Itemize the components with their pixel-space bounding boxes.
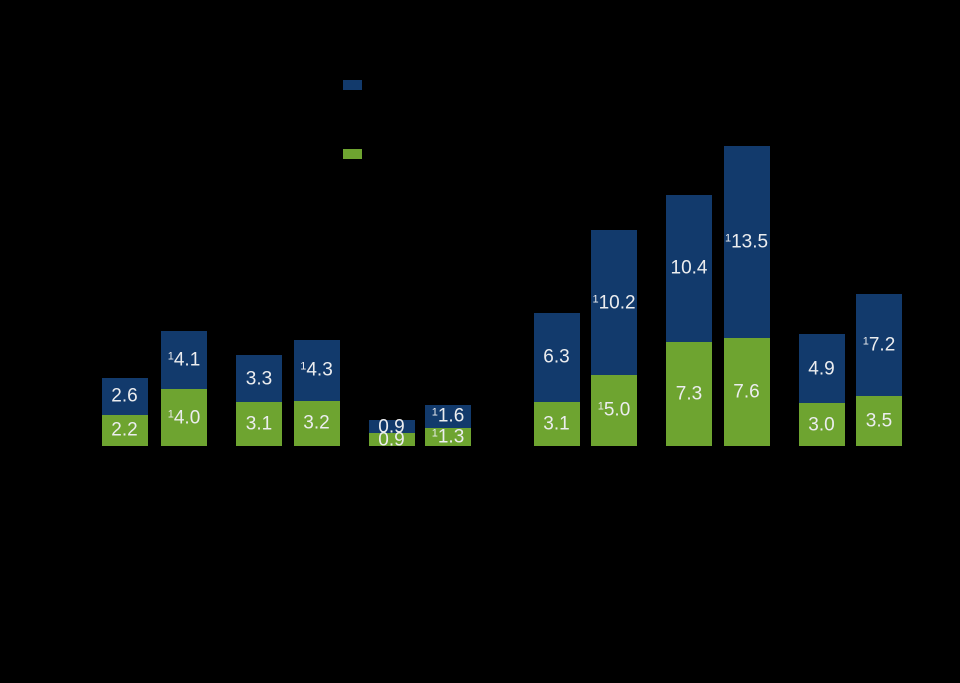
bar-value-label: 3.0 <box>808 414 835 436</box>
bar-value-label: 3.3 <box>245 368 273 390</box>
bar-segment-navy: 3.3 <box>236 355 282 402</box>
bar-value-label: 14.0 <box>167 407 201 429</box>
bar-segment-green: 15.0 <box>591 374 637 446</box>
legend-swatch-green <box>343 149 362 159</box>
bar-value-label: 3.1 <box>245 413 273 435</box>
bar-segment-navy: 10.4 <box>666 194 712 343</box>
bar-segment-green: 3.1 <box>533 401 580 446</box>
bar-value-label: 3.2 <box>303 412 330 434</box>
bar-segment-navy: 11.6 <box>425 404 471 428</box>
bar-value-label: 6.3 <box>543 346 570 368</box>
bar-segment-navy: 4.9 <box>798 333 845 404</box>
bar-segment-green: 0.9 <box>368 429 415 451</box>
bar-segment-navy: 14.1 <box>161 330 207 390</box>
bar-segment-green: 3.5 <box>856 396 902 446</box>
bar-2: 14.1 14.0 <box>161 330 207 446</box>
bar-6: 11.6 11.3 <box>425 404 471 448</box>
footnote-marker: 1 <box>431 427 438 440</box>
footnote-marker: 1 <box>724 232 732 245</box>
bar-segment-navy: 2.6 <box>101 377 148 415</box>
bar-value-label: 113.5 <box>724 231 769 253</box>
bar-3: 3.3 3.1 <box>236 355 282 446</box>
bar-segment-navy: 6.3 <box>533 312 580 402</box>
footnote-marker: 1 <box>592 293 599 306</box>
bar-segment-green: 3.2 <box>293 400 340 446</box>
bar-1: 2.6 2.2 <box>101 377 148 446</box>
footnote-marker: 1 <box>167 408 174 421</box>
bar-value-label: 14.3 <box>300 359 333 381</box>
footnote-marker: 1 <box>167 350 174 363</box>
bar-value-label: 2.6 <box>111 385 138 407</box>
bar-value-label: 15.0 <box>597 399 631 421</box>
bar-value-label: 10.4 <box>670 257 708 279</box>
bar-segment-navy: 14.3 <box>293 339 340 401</box>
bar-8: 110.2 15.0 <box>591 230 637 446</box>
bar-value-label: 3.5 <box>865 410 893 432</box>
bar-segment-green: 3.0 <box>798 403 845 446</box>
bar-4: 14.3 3.2 <box>293 339 340 447</box>
bar-9: 10.4 7.3 <box>666 194 712 446</box>
bar-value-label: 14.1 <box>167 349 201 371</box>
footnote-marker: 1 <box>597 400 604 413</box>
bar-segment-green: 14.0 <box>161 389 207 446</box>
bar-segment-green: 3.1 <box>236 401 282 446</box>
bar-segment-green: 2.2 <box>101 414 148 446</box>
bar-value-label: 17.2 <box>862 334 896 356</box>
bar-11: 4.9 3.0 <box>798 333 845 446</box>
bar-value-label: 2.2 <box>111 419 138 441</box>
bar-segment-green: 7.6 <box>723 338 770 446</box>
bar-7: 6.3 3.1 <box>533 312 580 446</box>
bar-value-label: 110.2 <box>592 292 636 314</box>
bar-segment-navy: 110.2 <box>591 230 637 375</box>
footnote-marker: 1 <box>862 335 869 348</box>
bar-segment-navy: 17.2 <box>856 294 902 397</box>
bar-value-label: 3.1 <box>543 413 570 435</box>
bar-value-label: 11.6 <box>431 405 465 427</box>
footnote-marker: 1 <box>300 360 307 373</box>
bar-value-label: 7.3 <box>675 383 703 405</box>
footnote-marker: 1 <box>431 406 438 419</box>
bar-value-label: 0.9 <box>378 416 405 438</box>
legend-swatch-navy <box>343 80 362 90</box>
bar-segment-navy: 0.9 <box>368 416 415 438</box>
bar-12: 17.2 3.5 <box>856 294 902 446</box>
bar-segment-navy: 113.5 <box>723 146 770 339</box>
bar-5: 0.9 0.9 <box>368 416 415 451</box>
bar-value-label: 0.9 <box>378 429 405 451</box>
bar-value-label: 11.3 <box>431 426 465 448</box>
bar-segment-green: 7.3 <box>666 342 712 446</box>
bar-value-label: 7.6 <box>733 381 760 403</box>
bar-10: 113.5 7.6 <box>723 146 770 446</box>
bar-value-label: 4.9 <box>808 358 835 380</box>
bar-segment-green: 11.3 <box>425 426 471 448</box>
